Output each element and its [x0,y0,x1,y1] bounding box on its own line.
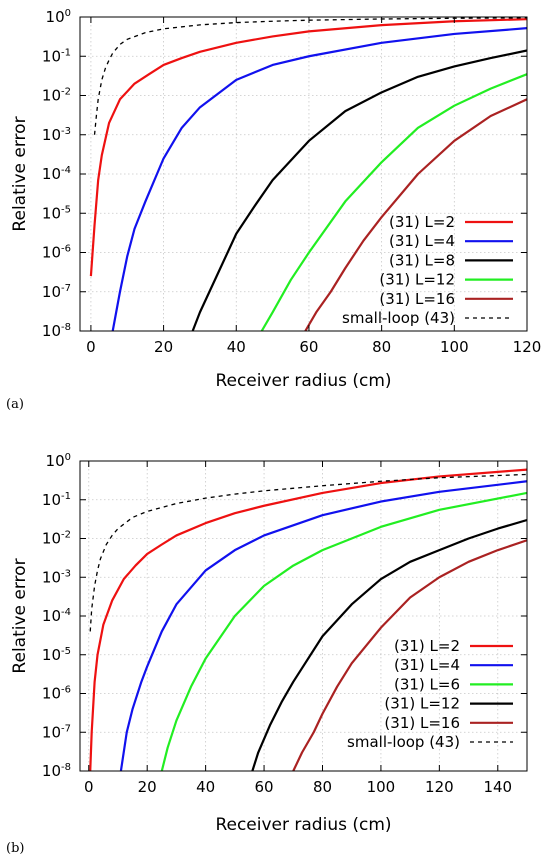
x-tick-label: 120 [425,778,454,796]
series-group [89,468,527,771]
legend-label-31-l-16: (31) L=16 [384,714,460,732]
y-tick-label: 10-3 [42,126,71,144]
y-tick-label: 100 [46,452,71,470]
x-tick-label: 40 [196,778,215,796]
x-tick-label: 100 [440,338,469,356]
legend-label-31-l-12: (31) L=12 [384,695,460,713]
y-tick-label: 10-1 [42,47,71,65]
series-line-small-loop-43 [93,17,527,135]
x-tick-label: 100 [367,778,396,796]
y-tick-label: 10-7 [42,723,71,741]
y-tick-label: 10-5 [42,204,71,222]
y-axis-label: Relative error [10,558,30,673]
y-tick-label: 10-4 [42,165,71,183]
y-tick-label: 10-2 [42,87,71,105]
x-tick-label: 80 [372,338,391,356]
x-tick-label: 120 [513,338,542,356]
legend-label-31-l-4: (31) L=4 [394,656,460,674]
series-line-31-l-2 [89,18,527,277]
series-line-31-l-8 [191,49,527,331]
panel-label: (a) [6,397,24,412]
chart-panel-a: 0 20 40 60 80 100 120 10-8 10-7 10-6 10-5 10-4 10-3 1… [6,8,541,412]
legend: (31) L=2(31) L=4(31) L=8 (31) L=12(31) L=… [342,213,513,327]
y-tick-label: 100 [46,8,71,26]
y-axis-label: Relative error [10,116,30,231]
series-line-31-l-16 [304,98,527,331]
series-line-31-l-2 [89,468,527,771]
x-tick-label: 0 [86,338,96,356]
x-tick-label: 60 [299,338,318,356]
series-line-31-l-6 [160,491,527,771]
x-tick-label: 0 [84,778,94,796]
x-tick-label: 20 [154,338,173,356]
legend-label-small-loop-43: small-loop (43) [342,309,455,327]
legend-label-31-l-2: (31) L=2 [389,213,455,231]
y-tick-label: 10-5 [42,646,71,664]
legend-label-31-l-4: (31) L=4 [389,232,455,250]
legend-label-31-l-12: (31) L=12 [379,271,455,289]
series-line-small-loop-43 [89,473,527,632]
y-tick-label: 10-2 [42,530,71,548]
panel-label: (b) [6,841,24,856]
legend-label-31-l-6: (31) L=6 [394,675,460,693]
legend-label-31-l-8: (31) L=8 [389,251,455,269]
series-line-31-l-16 [292,539,527,771]
x-tick-label: 40 [227,338,246,356]
y-tick-label: 10-6 [42,244,71,262]
legend-label-31-l-2: (31) L=2 [394,637,460,655]
x-axis-label: Receiver radius (cm) [215,371,391,391]
x-tick-label: 140 [483,778,512,796]
y-tick-label: 10-8 [42,762,71,780]
legend-label-31-l-16: (31) L=16 [379,290,455,308]
series-line-31-l-4 [119,480,527,771]
x-tick-label: 80 [313,778,332,796]
y-tick-label: 10-8 [42,322,71,340]
legend: (31) L=2(31) L=4(31) L=6 (31) L=12(31) L=… [347,637,513,751]
x-tick-label: 60 [255,778,274,796]
series-line-31-l-12 [260,73,527,331]
y-tick-label: 10-1 [42,491,71,509]
y-tick-label: 10-6 [42,685,71,703]
series-line-31-l-12 [251,518,527,771]
y-tick-label: 10-4 [42,607,71,625]
x-tick-label: 20 [138,778,157,796]
series-line-31-l-4 [111,27,527,331]
y-tick-label: 10-3 [42,568,71,586]
chart-panel-b: 0 20 40 60 80 100 120 140 10-8 10-7 10-6 10-5 10-4 10… [6,452,528,856]
series-group [89,17,527,331]
x-axis-label: Receiver radius (cm) [215,815,391,835]
y-tick-label: 10-7 [42,283,71,301]
legend-label-small-loop-43: small-loop (43) [347,733,460,751]
